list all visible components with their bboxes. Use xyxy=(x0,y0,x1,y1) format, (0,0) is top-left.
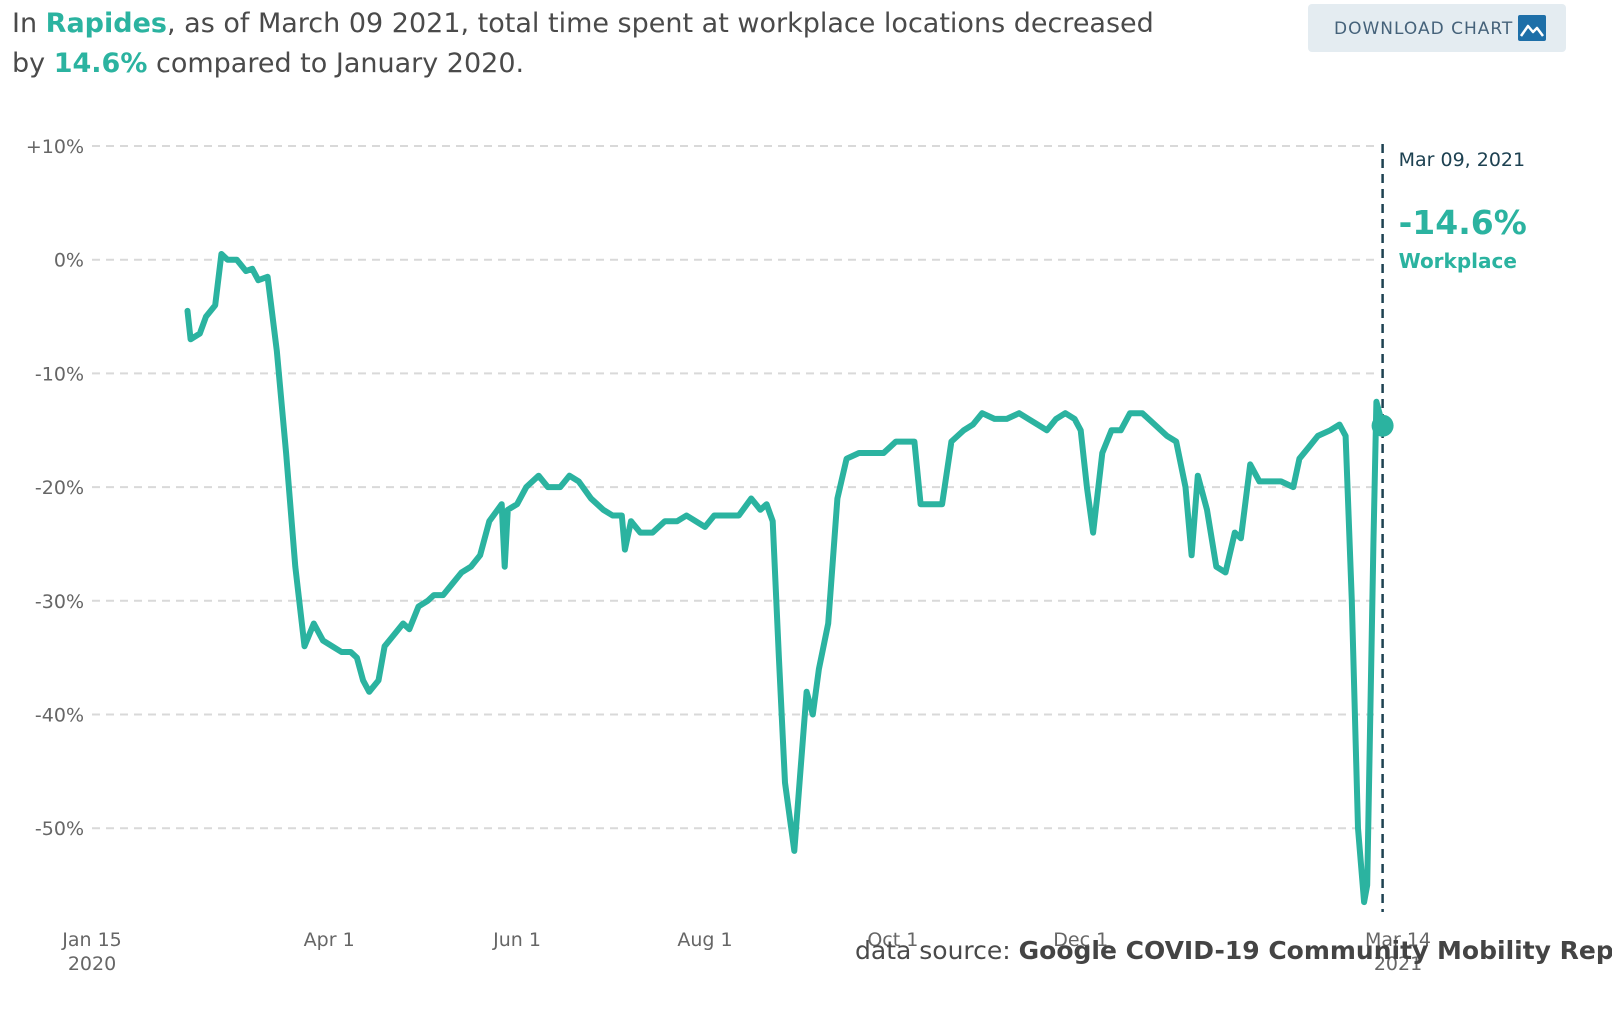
data-source: data source: Google COVID-19 Community M… xyxy=(855,936,1612,965)
x-tick-label: Dec 1 xyxy=(1053,929,1108,951)
x-tick-label: Jan 15 xyxy=(61,929,122,951)
headline-location: Rapides xyxy=(45,8,167,39)
x-tick-year: 2021 xyxy=(1374,953,1422,975)
current-value-dot xyxy=(1371,414,1394,437)
headline-prefix: In xyxy=(12,8,38,39)
image-icon xyxy=(1518,15,1546,41)
x-tick-label: Apr 1 xyxy=(304,929,355,951)
y-tick-label: 0% xyxy=(54,250,84,272)
data-source-prefix: data source: xyxy=(855,936,1011,965)
y-tick-label: -10% xyxy=(35,363,84,385)
y-tick-label: -20% xyxy=(35,477,84,499)
y-tick-label: +10% xyxy=(26,136,84,158)
y-axis-ticks: +10% 0% -10% -20% -30% -40% -50% xyxy=(26,136,84,840)
x-tick-label: Aug 1 xyxy=(677,929,732,951)
download-chart-label: DOWNLOAD CHART xyxy=(1334,19,1514,39)
annotation-date: Mar 09, 2021 xyxy=(1399,149,1526,171)
annotation-value: -14.6% xyxy=(1399,203,1527,242)
x-tick-label: Mar 14 xyxy=(1365,929,1431,951)
data-source-name: Google COVID-19 Community Mobility Repor… xyxy=(1018,936,1612,965)
x-tick-label: Jun 1 xyxy=(492,929,541,951)
annotation-category: Workplace xyxy=(1399,249,1517,273)
headline-value: 14.6% xyxy=(53,48,148,79)
y-tick-label: -30% xyxy=(35,591,84,613)
chart-headline: In Rapides, as of March 09 2021, total t… xyxy=(12,4,1162,84)
headline-suffix: compared to January 2020. xyxy=(155,48,525,79)
y-tick-label: -40% xyxy=(35,705,84,727)
y-tick-label: -50% xyxy=(35,818,84,840)
headline-line2-prefix: by xyxy=(12,48,46,79)
grid-lines xyxy=(92,145,1380,830)
x-tick-label: Oct 1 xyxy=(867,929,918,951)
download-chart-button[interactable]: DOWNLOAD CHART xyxy=(1308,4,1566,52)
headline-middle: , as of March 09 2021, total time spent … xyxy=(166,8,1154,39)
workplace-series-line xyxy=(184,251,1386,906)
x-tick-year: 2020 xyxy=(68,953,116,975)
